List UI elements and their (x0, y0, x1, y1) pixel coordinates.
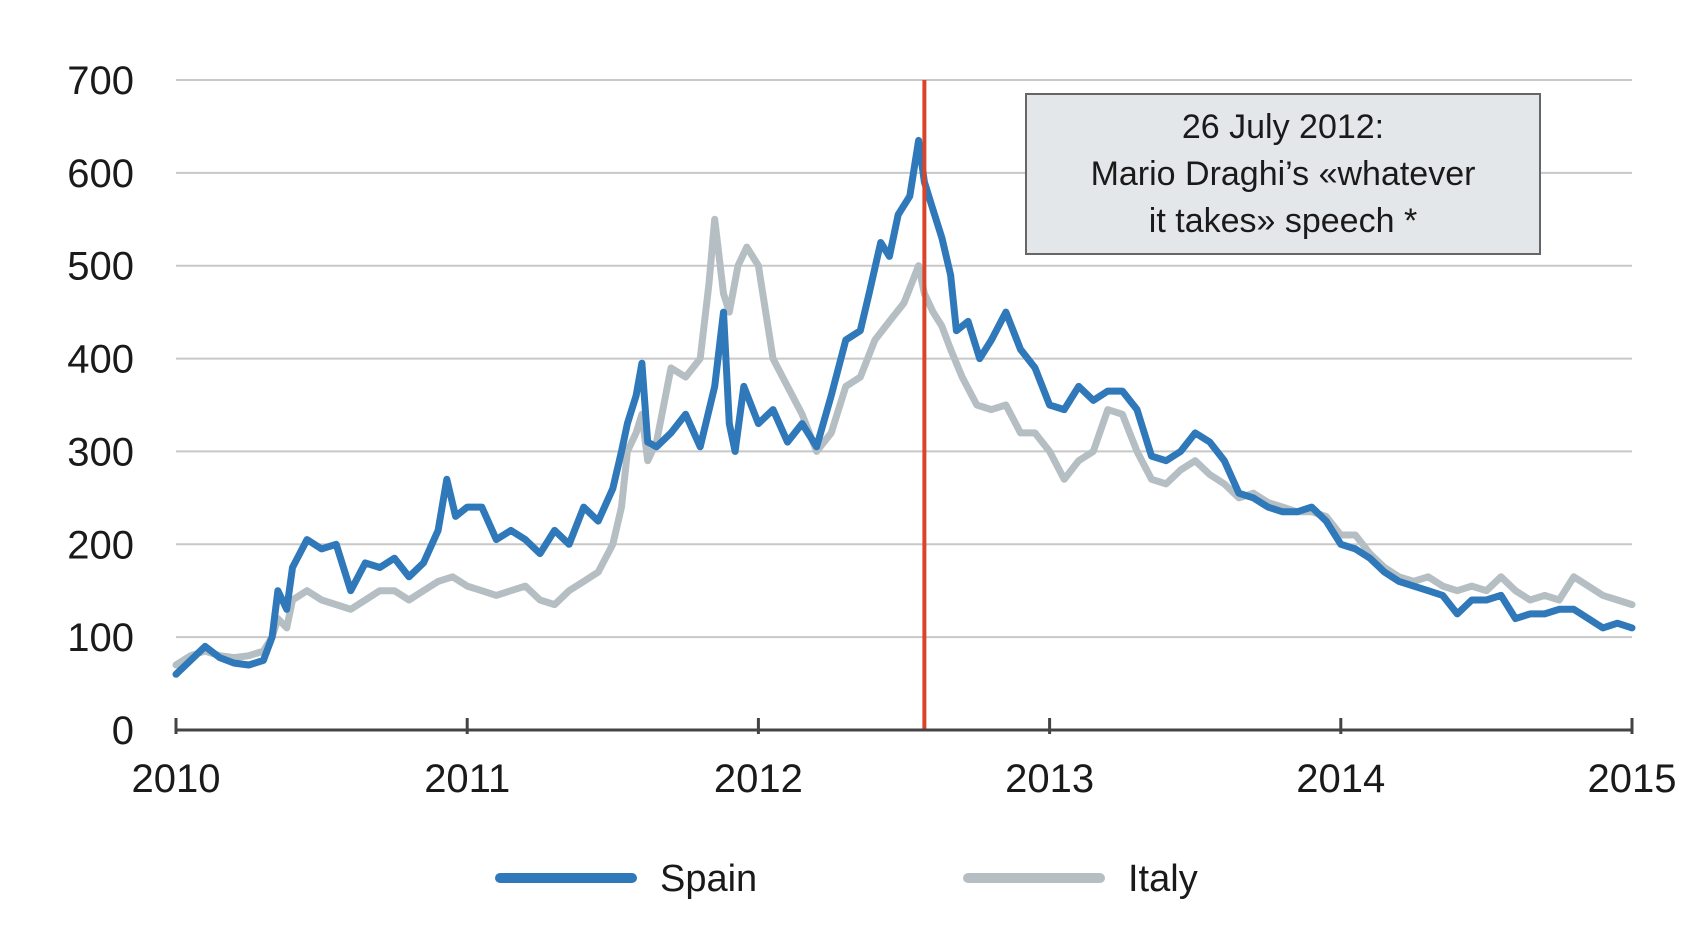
y-tick-label: 200 (67, 523, 134, 567)
series-line-spain (172, 136, 1636, 678)
series-line-italy (172, 215, 1636, 669)
y-tick-label: 700 (67, 59, 134, 103)
annotation-rect (1025, 93, 1541, 255)
y-tick-label: 100 (67, 616, 134, 660)
series-lines (172, 136, 1636, 678)
y-tick-label: 500 (67, 245, 134, 289)
annotation-text-line: Mario Draghi’s «whatever (1091, 155, 1476, 193)
x-tick-label: 2012 (714, 757, 803, 801)
annotation-text-line: 26 July 2012: (1182, 108, 1384, 146)
axes: 0 100 200 300 400 500 600 700 2010 2011 2012 2013 20… (67, 59, 1676, 801)
legend: Spain Italy (495, 858, 1198, 900)
legend-label-italy: Italy (1128, 858, 1198, 900)
y-tick-label: 400 (67, 338, 134, 382)
x-tick-label: 2011 (424, 757, 510, 801)
annotation-text-line: it takes» speech * (1149, 202, 1417, 240)
y-tick-label: 600 (67, 152, 134, 196)
legend-label-spain: Spain (660, 858, 757, 900)
gridlines (176, 79, 1632, 639)
y-tick-label: 0 (112, 709, 134, 753)
y-tick-label: 300 (67, 430, 134, 474)
x-tick-label: 2013 (1005, 757, 1094, 801)
x-tick-label: 2014 (1296, 757, 1385, 801)
annotation-box: 26 July 2012: Mario Draghi’s «whatever it … (1025, 93, 1541, 255)
x-tick-label: 2015 (1588, 757, 1677, 801)
x-tick-label: 2010 (132, 757, 221, 801)
